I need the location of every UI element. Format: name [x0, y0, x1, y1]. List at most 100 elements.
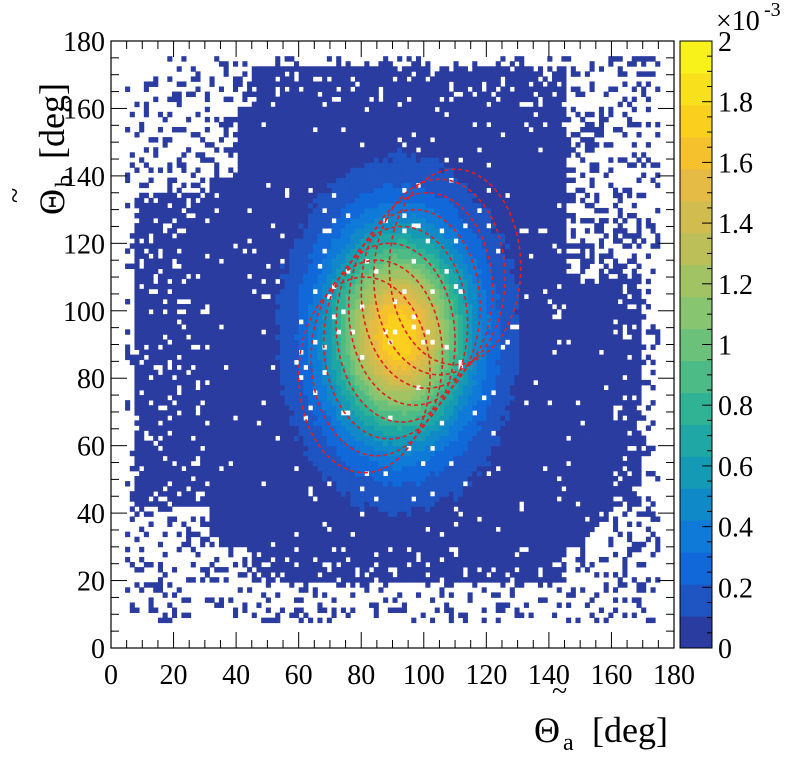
heatmap-cell: [373, 531, 379, 538]
heatmap-cell: [303, 71, 309, 77]
heatmap-cell: [308, 268, 314, 275]
heatmap-cell: [378, 243, 384, 249]
heatmap-cell: [237, 369, 243, 376]
heatmap-cell: [232, 400, 239, 406]
heatmap-cell: [256, 182, 262, 189]
heatmap-cell: [228, 369, 234, 376]
heatmap-cell: [251, 207, 257, 214]
heatmap-cell: [378, 415, 384, 421]
heatmap-cell: [354, 329, 361, 335]
heatmap-cell: [303, 202, 309, 209]
heatmap-cell: [279, 440, 285, 447]
heatmap-cell: [143, 329, 149, 335]
heatmap-cell: [359, 526, 365, 533]
heatmap-cell: [298, 304, 304, 310]
heatmap-cell: [190, 405, 196, 411]
heatmap-cell: [336, 536, 342, 543]
heatmap-cell: [139, 496, 145, 502]
heatmap-cell: [204, 207, 210, 214]
heatmap-cell: [270, 476, 276, 482]
heatmap-cell: [223, 314, 229, 320]
heatmap-cell: [308, 395, 314, 401]
heatmap-cell: [167, 263, 173, 270]
heatmap-cell: [181, 521, 187, 527]
heatmap-cell: [270, 238, 276, 244]
heatmap-cell: [397, 491, 403, 497]
heatmap-cell: [359, 192, 365, 199]
heatmap-cell: [373, 455, 379, 462]
heatmap-cell: [181, 223, 187, 229]
heatmap-cell: [378, 233, 384, 239]
heatmap-cell: [373, 465, 379, 472]
heatmap-cell: [256, 364, 262, 371]
heatmap-cell: [308, 212, 314, 219]
heatmap-cell: [270, 617, 276, 624]
heatmap-cell: [181, 415, 187, 421]
heatmap-cell: [326, 516, 332, 522]
heatmap-cell: [247, 415, 253, 421]
heatmap-cell: [387, 390, 393, 396]
heatmap-cell: [223, 359, 229, 366]
heatmap-cell: [209, 400, 215, 406]
heatmap-cell: [270, 420, 276, 426]
heatmap-cell: [251, 192, 257, 199]
heatmap-cell: [378, 364, 384, 371]
heatmap-cell: [383, 278, 389, 285]
heatmap-cell: [209, 187, 215, 194]
heatmap-cell: [326, 384, 332, 391]
heatmap-cell: [237, 106, 243, 113]
heatmap-cell: [303, 521, 309, 527]
heatmap-cell: [364, 536, 370, 543]
heatmap-cell: [279, 162, 285, 168]
heatmap-cell: [293, 597, 300, 603]
heatmap-cell: [153, 147, 159, 153]
heatmap-cell: [228, 445, 234, 452]
heatmap-cell: [336, 66, 342, 72]
heatmap-cell: [223, 197, 229, 204]
heatmap-cell: [218, 86, 224, 92]
heatmap-cell: [293, 126, 300, 133]
heatmap-cell: [251, 476, 257, 482]
heatmap-cell: [232, 248, 239, 254]
heatmap-cell: [214, 506, 220, 512]
heatmap-cell: [331, 379, 337, 386]
heatmap-cell: [143, 476, 149, 482]
heatmap-cell: [303, 384, 309, 391]
heatmap-cell: [322, 132, 328, 138]
heatmap-cell: [331, 420, 337, 426]
heatmap-cell: [247, 162, 253, 168]
heatmap-cell: [223, 121, 229, 128]
heatmap-cell: [293, 202, 300, 209]
heatmap-cell: [200, 435, 206, 442]
heatmap-cell: [181, 258, 187, 264]
heatmap-cell: [275, 526, 281, 533]
heatmap-cell: [237, 116, 243, 123]
heatmap-cell: [134, 223, 140, 229]
heatmap-cell: [317, 152, 323, 158]
heatmap-cell: [275, 263, 281, 270]
heatmap-cell: [308, 511, 314, 517]
heatmap-cell: [171, 425, 178, 431]
heatmap-cell: [289, 253, 295, 259]
heatmap-cell: [204, 374, 210, 381]
heatmap-cell: [392, 435, 398, 442]
heatmap-cell: [345, 470, 351, 477]
heatmap-cell: [303, 147, 309, 153]
heatmap-cell: [373, 197, 379, 204]
heatmap-cell: [373, 288, 379, 295]
heatmap-cell: [251, 233, 257, 239]
heatmap-cell: [209, 359, 215, 366]
heatmap-cell: [218, 379, 224, 386]
heatmap-cell: [242, 233, 248, 239]
heatmap-cell: [397, 390, 403, 396]
heatmap-cell: [383, 126, 389, 133]
heatmap-cell: [270, 293, 276, 300]
heatmap-cell: [397, 486, 403, 492]
heatmap-cell: [157, 577, 164, 583]
heatmap-cell: [317, 602, 323, 608]
heatmap-cell: [345, 278, 351, 285]
heatmap-cell: [345, 142, 351, 148]
heatmap-cell: [293, 384, 300, 391]
heatmap-cell: [279, 324, 285, 330]
heatmap-cell: [134, 319, 140, 325]
